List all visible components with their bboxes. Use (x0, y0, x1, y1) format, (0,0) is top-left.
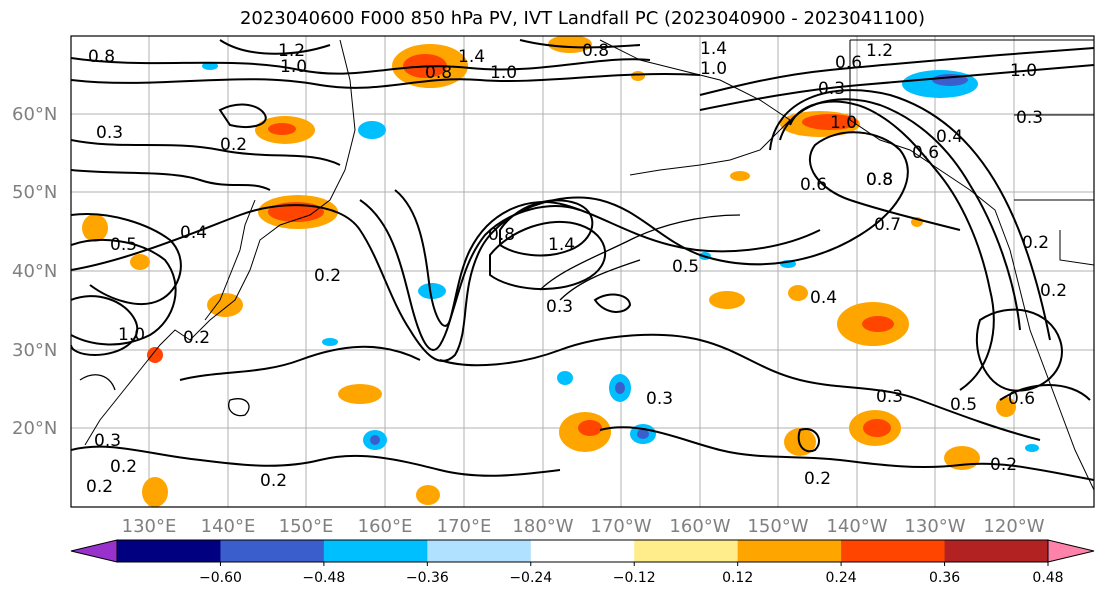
colorbar-bin (117, 540, 221, 562)
lat-label: 40°N (12, 261, 57, 282)
latitude-labels: 60°N 50°N 40°N 30°N 20°N (12, 104, 57, 439)
contour-label: 1.4 (700, 39, 727, 59)
contour-label: 0.3 (94, 431, 121, 451)
contour-label: 0.2 (990, 455, 1017, 475)
contour-label: 0.2 (804, 469, 831, 489)
contour-label: 0.4 (810, 288, 837, 308)
colorbar-tick-label: −0.24 (509, 570, 552, 586)
contour-label: 0.5 (950, 395, 977, 415)
pv-contours (71, 39, 1094, 481)
colorbar-tick-label: 0.24 (826, 570, 857, 586)
contour-label: 1.0 (490, 63, 517, 83)
lon-label: 130°W (904, 516, 965, 537)
lon-label: 180°W (512, 516, 573, 537)
colorbar-tick-label: −0.36 (406, 570, 449, 586)
contour-label: 0.3 (1016, 108, 1043, 128)
contour-label: 0.6 (800, 175, 827, 195)
lon-label: 150°E (279, 516, 334, 537)
contour-label: 0.4 (936, 127, 963, 147)
contour-labels: 0.8 1.2 1.0 0.8 1.0 1.4 0.8 1.4 1.0 1.2 … (86, 39, 1067, 497)
lon-label: 170°E (437, 516, 492, 537)
contour-label: 1.0 (280, 57, 307, 77)
lon-label: 140°W (826, 516, 887, 537)
contour-label: 0.3 (646, 389, 673, 409)
colorbar-bin (323, 540, 428, 562)
contour-label: 0.6 (912, 143, 939, 163)
contour-label: 1.0 (118, 325, 145, 345)
contour-label: 1.4 (548, 235, 575, 255)
lat-label: 30°N (12, 340, 57, 361)
colorbar-extend-high (1047, 539, 1095, 563)
colorbar-tick-label: −0.12 (613, 570, 656, 586)
contour-label: 0.2 (1022, 233, 1049, 253)
colorbar-bin (944, 540, 1049, 562)
lat-label: 20°N (12, 418, 57, 439)
contour-label: 0.2 (86, 477, 113, 497)
chart-title: 2023040600 F000 850 hPa PV, IVT Landfall… (239, 8, 926, 29)
contour-label: 1.0 (830, 113, 857, 133)
colorbar-border (116, 539, 1049, 563)
colorbar-bin (427, 540, 532, 562)
contour-label: 0.3 (96, 123, 123, 143)
colorbar-tick-label: −0.48 (302, 570, 345, 586)
colorbar-extend-low (70, 539, 118, 563)
lon-label: 160°W (669, 516, 730, 537)
contour-label: 0.8 (488, 225, 515, 245)
colorbar-tick-label: 0.48 (1032, 570, 1063, 586)
colorbar-tick-label: −0.60 (199, 570, 242, 586)
contour-label: 0.5 (672, 257, 699, 277)
colorbar: −0.60 −0.48 −0.36 −0.24 −0.12 0.12 0.24 0.36 0.4… (70, 539, 1095, 586)
graticule (71, 36, 1094, 507)
contour-label: 0.2 (260, 471, 287, 491)
contour-label: 1.2 (866, 41, 893, 61)
lon-label: 140°E (201, 516, 256, 537)
contour-label: 0.6 (835, 53, 862, 73)
contour-label: 0.5 (110, 235, 137, 255)
contour-label: 0.2 (1040, 281, 1067, 301)
colorbar-tick-label: 0.12 (722, 570, 753, 586)
lat-label: 60°N (12, 104, 57, 125)
contour-label: 0.8 (425, 63, 452, 83)
contour-label: 0.8 (582, 41, 609, 61)
contour-label: 1.2 (278, 41, 305, 61)
contour-label: 0.2 (314, 266, 341, 286)
contour-label: 1.4 (458, 47, 485, 67)
contour-label: 0.2 (183, 328, 210, 348)
contour-label: 0.8 (88, 47, 115, 67)
contour-label: 0.6 (1008, 389, 1035, 409)
colorbar-tick-label: 0.36 (929, 570, 960, 586)
contour-label: 1.0 (700, 59, 727, 79)
lon-label: 120°W (983, 516, 1044, 537)
lon-label: 150°W (747, 516, 808, 537)
longitude-labels: 130°E 140°E 150°E 160°E 170°E 180°W 170°… (122, 516, 1045, 537)
contour-label: 1.0 (1010, 61, 1037, 81)
contour-label: 0.2 (110, 457, 137, 477)
colorbar-bin (634, 540, 739, 562)
contour-label: 0.3 (818, 79, 845, 99)
colorbar-bin (841, 540, 946, 562)
coastlines (84, 39, 1094, 491)
colorbar-bin (220, 540, 325, 562)
contour-label: 0.8 (866, 170, 893, 190)
contour-label: 0.4 (180, 223, 207, 243)
colorbar-bin (530, 540, 635, 562)
contour-label: 0.7 (874, 215, 901, 235)
lat-label: 50°N (12, 182, 57, 203)
lon-label: 170°W (590, 516, 651, 537)
lon-label: 130°E (122, 516, 177, 537)
contour-label: 0.2 (220, 135, 247, 155)
map-frame (70, 35, 1095, 508)
colorbar-bin (737, 540, 842, 562)
contour-label: 0.8 (866, 170, 893, 190)
lon-label: 160°E (358, 516, 413, 537)
contour-label: 0.3 (876, 387, 903, 407)
contour-label: 0.3 (546, 297, 573, 317)
